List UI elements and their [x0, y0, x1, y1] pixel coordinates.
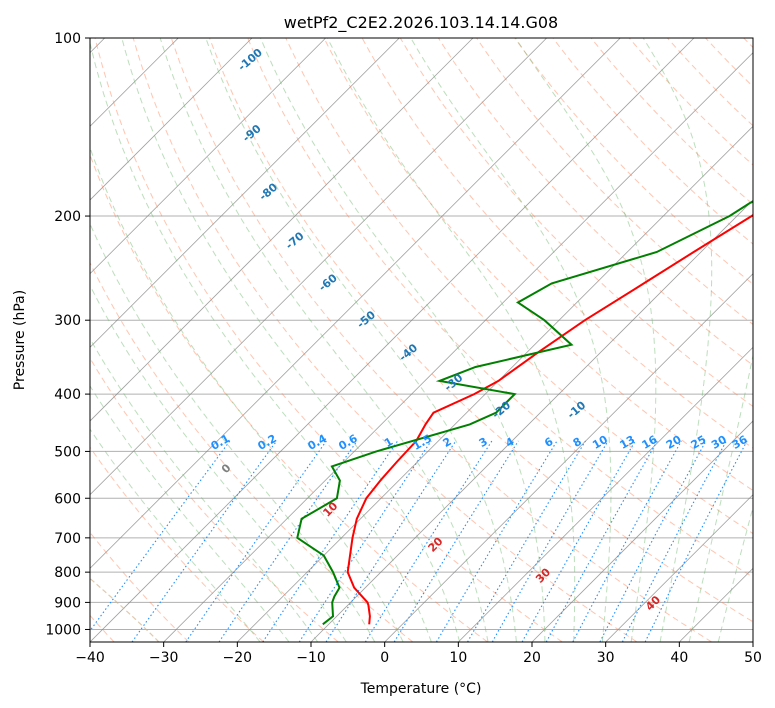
moist-adiabat-line — [90, 222, 376, 642]
mixing-ratio-line — [262, 440, 399, 642]
dry-adiabat-line — [170, 38, 712, 642]
x-tick-label: −10 — [296, 650, 326, 666]
series-layer — [296, 200, 753, 626]
mixing-ratio-line — [545, 440, 658, 642]
y-tick-label: 200 — [54, 209, 81, 225]
x-tick-label: 50 — [744, 650, 762, 666]
x-axis-label: Temperature (°C) — [360, 681, 482, 697]
dry-adiabat-line — [90, 446, 264, 642]
isotherm-line — [237, 125, 753, 642]
plot-background — [90, 38, 753, 642]
dry-adiabat-line — [94, 38, 563, 642]
moist-adiabat-line — [260, 38, 546, 642]
moist-adiabat-line — [121, 38, 461, 642]
isotherm-line — [90, 38, 326, 275]
x-tick-label: 10 — [449, 650, 467, 666]
grid-layer — [0, 38, 753, 642]
mixing-ratio-line — [491, 440, 609, 642]
isotherm-line — [752, 641, 753, 642]
mixing-ratio-line — [325, 440, 457, 642]
isotherm-line — [531, 420, 753, 642]
x-tick-label: −20 — [223, 650, 253, 666]
moist-adiabat-line — [90, 146, 404, 642]
isotherm-line — [90, 38, 547, 496]
y-tick-label: 900 — [54, 595, 81, 611]
y-tick-label: 300 — [54, 313, 81, 329]
temperature-line — [346, 213, 753, 625]
mixing-ratio-line — [521, 440, 636, 642]
moist-adiabat-line — [90, 337, 319, 642]
y-tick-label: 500 — [54, 444, 81, 460]
dry-adiabat-line — [476, 38, 753, 326]
dry-adiabat-line — [132, 38, 638, 642]
moist-adiabat-line — [688, 353, 753, 642]
dry-adiabat-line — [209, 38, 753, 623]
isotherm-line — [90, 38, 474, 422]
mixing-ratio-line — [364, 440, 493, 642]
isotherm-line — [384, 273, 753, 642]
x-tick-label: −30 — [149, 650, 179, 666]
dry-adiabat-line — [285, 38, 753, 535]
moist-adiabat-line — [159, 38, 489, 642]
moist-adiabat-line — [327, 38, 576, 642]
y-tick-label: 700 — [54, 531, 81, 547]
mixing-ratio-line — [467, 440, 586, 642]
ccl-line — [0, 38, 69, 642]
moist-adiabat-line — [642, 38, 713, 642]
x-tick-label: 20 — [523, 650, 541, 666]
y-tick-label: 100 — [54, 31, 81, 47]
moist-adiabat-line — [410, 38, 612, 642]
chart-title: wetPf2_C2E2.2026.103.14.14.G08 — [284, 13, 558, 33]
y-tick-label: 400 — [54, 387, 81, 403]
dry-adiabat-line — [323, 38, 753, 492]
moist-adiabat-line — [90, 428, 261, 642]
moist-adiabat-line — [90, 40, 432, 642]
x-tick-label: 0 — [380, 650, 389, 666]
mixing-ratio-line — [218, 440, 358, 642]
dry-adiabat-line — [90, 261, 414, 642]
x-tick-label: −40 — [75, 650, 105, 666]
isotherm-line — [90, 38, 621, 569]
mixing-ratio-line — [298, 440, 432, 642]
mixing-ratio-line — [90, 440, 231, 632]
x-tick-label: 40 — [670, 650, 688, 666]
isotherm-line — [605, 494, 753, 642]
mixing-ratio-line — [185, 440, 327, 642]
mixing-ratio-line — [644, 440, 748, 642]
moist-adiabat-line — [90, 384, 290, 642]
y-tick-label: 1000 — [45, 622, 81, 638]
isotherm-line — [458, 346, 753, 642]
moist-adiabat-line — [90, 284, 347, 642]
mixing-ratio-line — [393, 440, 519, 642]
isotherm-line — [90, 38, 695, 642]
isotherm-line — [90, 38, 400, 348]
y-axis-label: Pressure (hPa) — [12, 290, 28, 390]
isotherm-line — [163, 52, 753, 642]
mixing-ratio-line — [435, 440, 558, 642]
dry-adiabat-line — [90, 357, 339, 642]
x-tick-label: 30 — [597, 650, 615, 666]
plot-frame — [89, 37, 754, 643]
moist-adiabat-line — [205, 38, 517, 642]
y-axis: 100 200 300 400 500 600 700 800 900 1000 — [45, 31, 90, 638]
y-tick-label: 600 — [54, 491, 81, 507]
isotherm-line — [310, 199, 753, 642]
dry-adiabat-line — [514, 38, 753, 285]
x-axis: −40 −30 −20 −10 0 10 20 30 40 50 — [75, 642, 762, 666]
dry-adiabat-line — [247, 38, 753, 578]
dewpoint-line — [296, 200, 753, 626]
y-tick-label: 800 — [54, 565, 81, 581]
isotherm-line — [90, 38, 253, 201]
moist-adiabat-line — [717, 505, 753, 642]
